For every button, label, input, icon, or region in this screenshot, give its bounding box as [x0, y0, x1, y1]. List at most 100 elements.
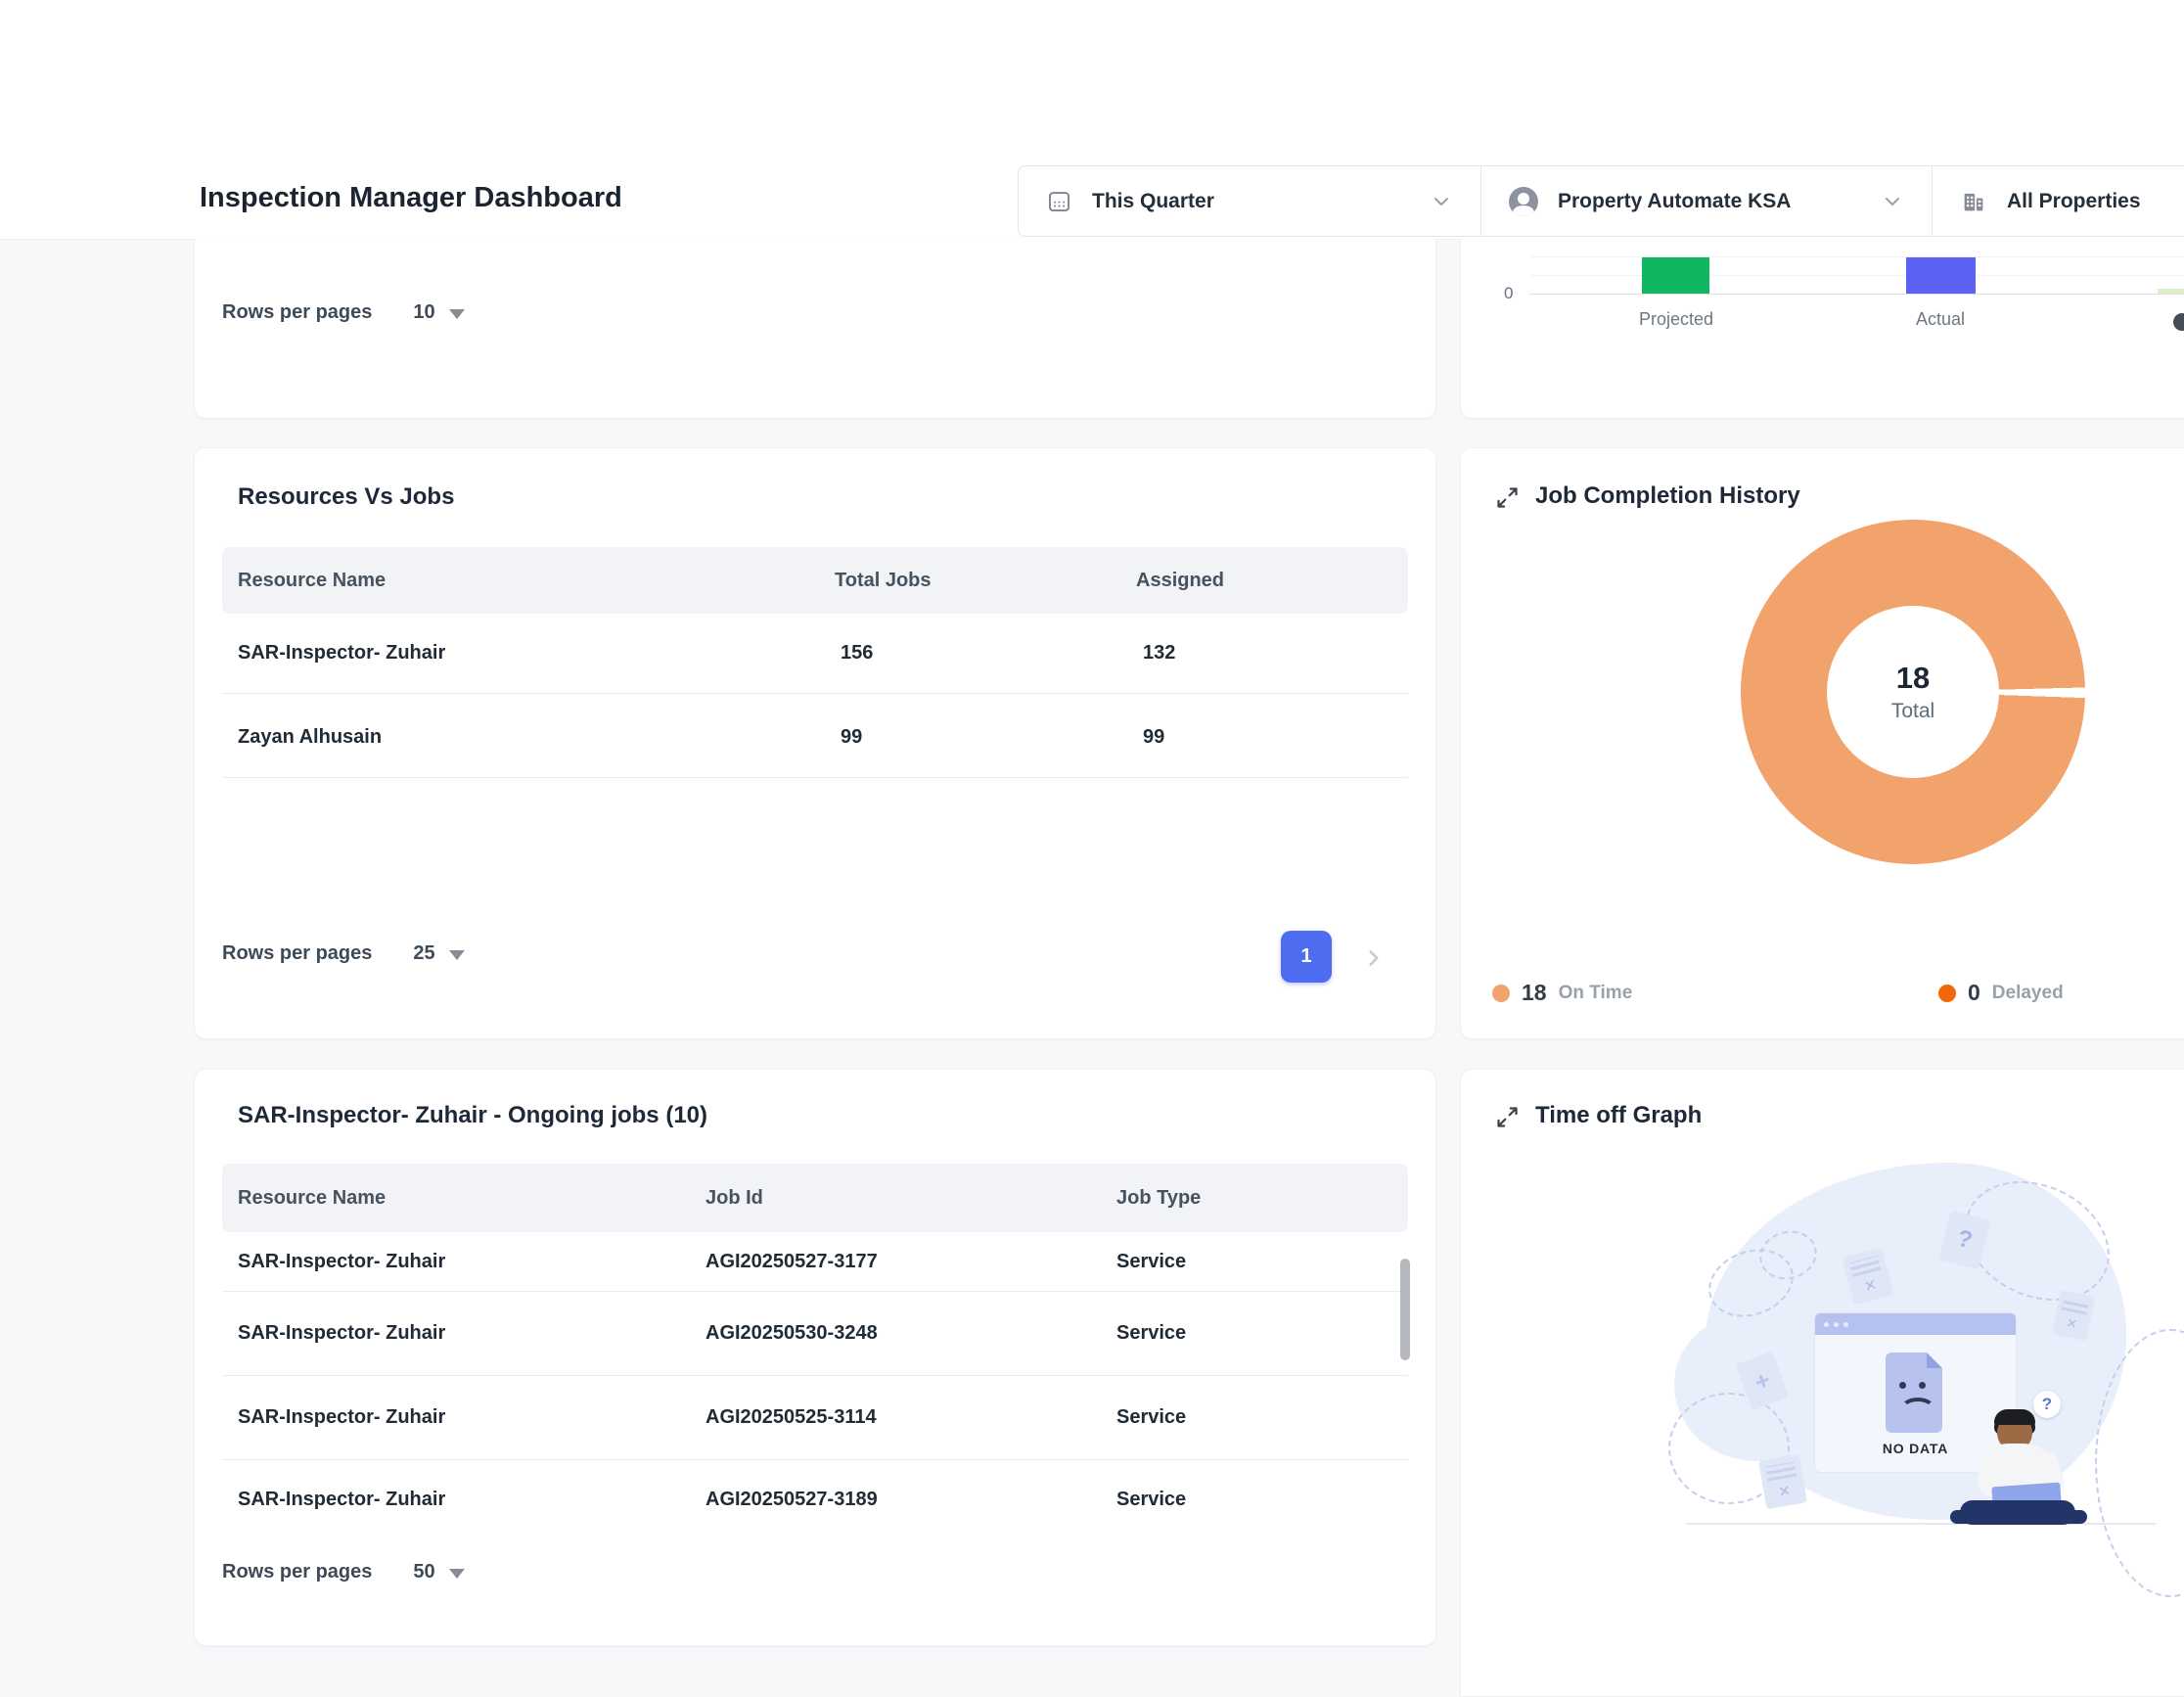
x-axis-line: [1529, 294, 2184, 295]
page-1-button[interactable]: 1: [1281, 931, 1332, 983]
no-data-illustration: ✕ ? ✕ + ✕ NO DATA ?: [1461, 1070, 2184, 1696]
user-avatar-icon: [1509, 187, 1538, 216]
cell-job-id: AGI20250530-3248: [705, 1322, 878, 1345]
row-divider: [222, 693, 1408, 694]
period-selector[interactable]: This Quarter: [1019, 166, 1480, 236]
legend-item-on-time[interactable]: 18 On Time: [1492, 980, 1632, 1006]
cell-resource-name: SAR-Inspector- Zuhair: [238, 1406, 445, 1429]
clipped-label-fragment: [2173, 313, 2184, 331]
cell-total-jobs: 99: [841, 726, 862, 749]
cell-job-id: AGI20250525-3114: [705, 1406, 877, 1429]
legend-item-delayed[interactable]: 0 Delayed: [1938, 980, 2064, 1006]
rows-per-page-value[interactable]: 25: [413, 942, 434, 965]
card-title: SAR-Inspector- Zuhair - Ongoing jobs (10…: [238, 1102, 707, 1129]
building-icon: [1960, 188, 1987, 215]
period-selector-label: This Quarter: [1092, 190, 1214, 213]
cell-assigned: 99: [1143, 726, 1164, 749]
rows-per-page-control[interactable]: Rows per pages 50: [222, 1561, 465, 1583]
question-bubble-icon: ?: [2033, 1391, 2061, 1418]
rows-per-page-label: Rows per pages: [222, 1561, 372, 1583]
cell-total-jobs: 156: [841, 642, 873, 665]
cell-resource-name: Zayan Alhusain: [238, 726, 382, 749]
window-dot-icon: [1843, 1322, 1848, 1327]
dropdown-arrow-icon: [449, 950, 465, 960]
legend-dot-icon: [1492, 985, 1510, 1002]
top-left-card: Rows per pages 10: [194, 239, 1436, 419]
x-axis-label: Actual: [1872, 309, 2009, 330]
window-dot-icon: [1824, 1322, 1829, 1327]
table-header-row: Resource Name Total Jobs Assigned: [222, 547, 1408, 614]
legend-label: On Time: [1559, 983, 1633, 1004]
expand-icon[interactable]: [1494, 484, 1521, 511]
cell-job-type: Service: [1116, 1489, 1186, 1511]
x-axis-label: Projected: [1608, 309, 1745, 330]
bar-actual[interactable]: [1906, 257, 1976, 294]
person-illustration: [1950, 1510, 1979, 1524]
person-illustration: [2060, 1510, 2087, 1524]
person-illustration: [1994, 1409, 2035, 1425]
cell-job-type: Service: [1116, 1322, 1186, 1345]
y-axis-tick: 0: [1504, 284, 1513, 303]
sad-file-icon: [1886, 1353, 1942, 1433]
job-completion-card: Job Completion History 18 Total 18 On Ti…: [1460, 447, 2184, 1039]
card-title: Job Completion History: [1535, 482, 1800, 510]
cell-job-id: AGI20250527-3189: [705, 1489, 878, 1511]
dropdown-arrow-icon: [449, 1569, 465, 1579]
chart-gridline: [1529, 275, 2184, 276]
doc-icon: ✕: [1758, 1454, 1807, 1510]
cell-resource-name: SAR-Inspector- Zuhair: [238, 642, 445, 665]
cell-job-id: AGI20250527-3177: [705, 1251, 878, 1273]
property-selector[interactable]: All Properties: [1933, 166, 2184, 236]
cell-resource-name: SAR-Inspector- Zuhair: [238, 1251, 445, 1273]
table-scrollbar[interactable]: [1400, 1259, 1410, 1360]
column-header: Resource Name: [238, 1164, 386, 1232]
rows-per-page-control[interactable]: Rows per pages 10: [222, 301, 465, 324]
donut-center: 18 Total: [1827, 606, 1999, 778]
card-title: Resources Vs Jobs: [238, 483, 454, 511]
rows-per-page-value[interactable]: 10: [413, 301, 434, 324]
chevron-down-icon: [1430, 190, 1453, 213]
cell-assigned: 132: [1143, 642, 1175, 665]
legend-value: 18: [1522, 980, 1547, 1006]
cell-resource-name: SAR-Inspector- Zuhair: [238, 1489, 445, 1511]
column-header: Total Jobs: [835, 547, 932, 614]
header-controls: This Quarter Property Automate KSA: [1018, 165, 2184, 237]
chart-gridline: [1529, 256, 2184, 257]
column-header: Job Type: [1116, 1164, 1201, 1232]
donut-total-label: Total: [1891, 700, 1934, 723]
resources-vs-jobs-card: Resources Vs Jobs Resource Name Total Jo…: [194, 447, 1436, 1039]
projection-chart-card: 0 Projected Actual: [1460, 239, 2184, 419]
legend-dot-icon: [1938, 985, 1956, 1002]
column-header: Assigned: [1136, 547, 1224, 614]
ongoing-jobs-card: SAR-Inspector- Zuhair - Ongoing jobs (10…: [194, 1069, 1436, 1646]
property-selector-label: All Properties: [2007, 190, 2141, 213]
dropdown-arrow-icon: [449, 309, 465, 319]
browser-window: NO DATA: [1814, 1312, 2017, 1473]
legend-label: Delayed: [1992, 983, 2064, 1004]
row-divider: [222, 777, 1408, 778]
table-header-row: Resource Name Job Id Job Type: [222, 1164, 1408, 1232]
donut-total-value: 18: [1896, 661, 1930, 696]
top-header: Inspection Manager Dashboard This Quarte…: [0, 0, 2184, 240]
rows-per-page-value[interactable]: 50: [413, 1561, 434, 1583]
bar-clipped-fragment: [2158, 289, 2184, 294]
rows-per-page-control[interactable]: Rows per pages 25: [222, 942, 465, 965]
row-divider: [222, 1375, 1408, 1376]
bar-projected[interactable]: [1642, 257, 1709, 294]
row-divider: [222, 1459, 1408, 1460]
cell-job-type: Service: [1116, 1406, 1186, 1429]
row-divider: [222, 1291, 1408, 1292]
cell-job-type: Service: [1116, 1251, 1186, 1273]
legend-value: 0: [1968, 980, 1980, 1006]
account-selector[interactable]: Property Automate KSA: [1481, 166, 1932, 236]
browser-titlebar: [1815, 1313, 2016, 1335]
rows-per-page-label: Rows per pages: [222, 301, 372, 324]
page-title: Inspection Manager Dashboard: [200, 182, 622, 214]
rows-per-page-label: Rows per pages: [222, 942, 372, 965]
column-header: Job Id: [705, 1164, 763, 1232]
time-off-card: Time off Graph ✕ ? ✕ + ✕ NO DATA: [1460, 1069, 2184, 1697]
next-page-icon[interactable]: [1361, 945, 1387, 971]
cell-resource-name: SAR-Inspector- Zuhair: [238, 1322, 445, 1345]
chevron-down-icon: [1881, 190, 1904, 213]
ground-line: [1686, 1523, 2156, 1525]
